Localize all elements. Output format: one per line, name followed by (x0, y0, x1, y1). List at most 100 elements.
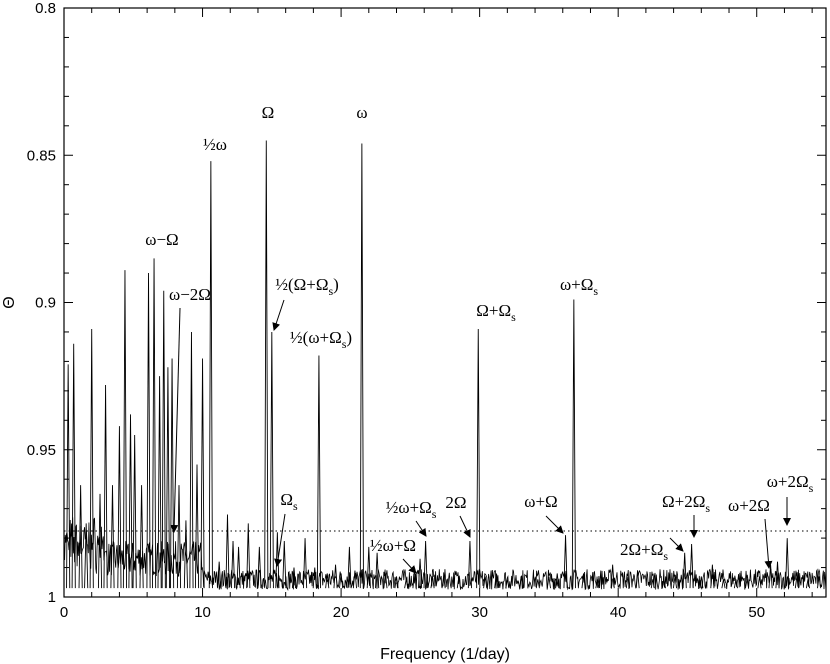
peak-annotation-label: ω−Ω (145, 230, 178, 249)
annotation-arrow (669, 537, 684, 552)
peak-line (66, 364, 71, 589)
y-axis-title: Θ (1, 296, 18, 308)
peak-line (689, 543, 694, 589)
annotation-arrow (272, 299, 285, 331)
peak-line (563, 535, 568, 589)
peak-line (555, 573, 560, 589)
peak-line (97, 493, 103, 589)
peak-annotation-label: ½(Ω+Ωs) (275, 275, 339, 298)
y-tick-label: 0.9 (35, 295, 56, 312)
peak-line (132, 435, 137, 589)
peak-line (483, 576, 488, 589)
peak-line (581, 573, 586, 589)
peak-line (225, 514, 230, 589)
peak-line (176, 485, 182, 589)
y-tick-label: 0.95 (27, 442, 56, 459)
axis-ticks: 0 10 20 30 40 50 0.8 0.85 0.9 0.95 1 (27, 0, 826, 621)
peak-line (84, 523, 89, 589)
peak-line (246, 523, 251, 589)
peak-line (595, 579, 600, 589)
peak-annotation-label: ½(ω+Ωs) (290, 328, 352, 351)
peak-annotation-label: ω−2Ω (169, 285, 211, 304)
peak-line (303, 538, 308, 589)
peak-line (394, 576, 399, 589)
peak-annotation-label: Ω+Ωs (476, 301, 516, 324)
peak-line (236, 546, 241, 589)
annotation-arrow (459, 515, 471, 538)
peak-line (650, 579, 655, 589)
peak-line (404, 579, 409, 589)
x-tick-label: 0 (60, 604, 68, 621)
y-tick-label: 0.8 (35, 0, 56, 17)
peak-annotation-label: Ω (262, 103, 275, 122)
periodogram-noise (63, 517, 827, 591)
peak-line (359, 143, 364, 589)
peak-line (170, 358, 175, 589)
peak-line (312, 567, 317, 589)
peak-annotation-label: Ω+2Ωs (662, 492, 710, 515)
noise-floor-line (63, 517, 827, 591)
peak-line (316, 355, 321, 589)
peak-line (744, 579, 750, 589)
peak-line (467, 541, 472, 589)
peak-annotation-label: ω+Ωs (560, 275, 598, 298)
peak-annotation-label: Ωs (280, 490, 298, 513)
peak-line (275, 532, 280, 589)
peak-line (494, 573, 499, 589)
peak-line (208, 161, 213, 589)
peak-annotation-label: ω (356, 103, 367, 122)
peak-line (775, 561, 780, 589)
peak-line (146, 273, 151, 589)
peak-line (347, 546, 352, 589)
peak-line (269, 331, 274, 589)
peak-annotation-label: ½ω+Ω (370, 536, 416, 555)
annotation-arrow (415, 520, 427, 537)
peak-line (661, 579, 666, 589)
peak-line (230, 541, 236, 589)
annotation-arrow (170, 307, 181, 533)
peak-line (535, 579, 540, 589)
peak-line (339, 573, 344, 589)
peak-annotation-label: 2Ω+Ωs (620, 540, 668, 563)
peak-line (71, 343, 76, 589)
peak-annotation-label: ω+2Ωs (767, 472, 814, 495)
annotation-arrow (764, 518, 773, 569)
peak-line (610, 564, 615, 589)
peak-line (733, 579, 738, 589)
peak-line (352, 570, 357, 589)
peak-line (152, 258, 157, 589)
peak-line (194, 464, 200, 589)
peak-line (757, 576, 762, 589)
peak-line (333, 564, 338, 589)
peak-line (117, 426, 122, 589)
x-axis-title: Frequency (1/day) (380, 646, 510, 663)
peak-line (78, 485, 83, 589)
peak-line (423, 541, 428, 589)
annotation-arrow (274, 513, 286, 567)
x-tick-label: 50 (748, 604, 765, 621)
peak-annotation-label: ½ω+Ωs (386, 498, 437, 521)
periodogram-peaks (66, 140, 822, 589)
peak-line (291, 567, 297, 589)
peak-annotation-label: ½ω (203, 135, 227, 154)
peak-line (625, 576, 630, 589)
peak-line (635, 570, 640, 589)
peak-line (122, 270, 128, 589)
peak-line (282, 541, 287, 589)
peak-line (257, 546, 262, 589)
peak-line (375, 552, 380, 589)
peak-line (699, 576, 704, 589)
peak-line (672, 576, 678, 589)
peak-line (519, 576, 524, 589)
peak-line (710, 564, 715, 589)
peak-line (89, 329, 94, 589)
peak-line (430, 576, 435, 589)
peak-line (476, 329, 481, 589)
peak-line (165, 367, 170, 589)
peak-line (200, 358, 205, 589)
peak-annotation-label: 2Ω (445, 493, 466, 512)
peak-line (264, 140, 269, 589)
peak-line (456, 576, 461, 589)
